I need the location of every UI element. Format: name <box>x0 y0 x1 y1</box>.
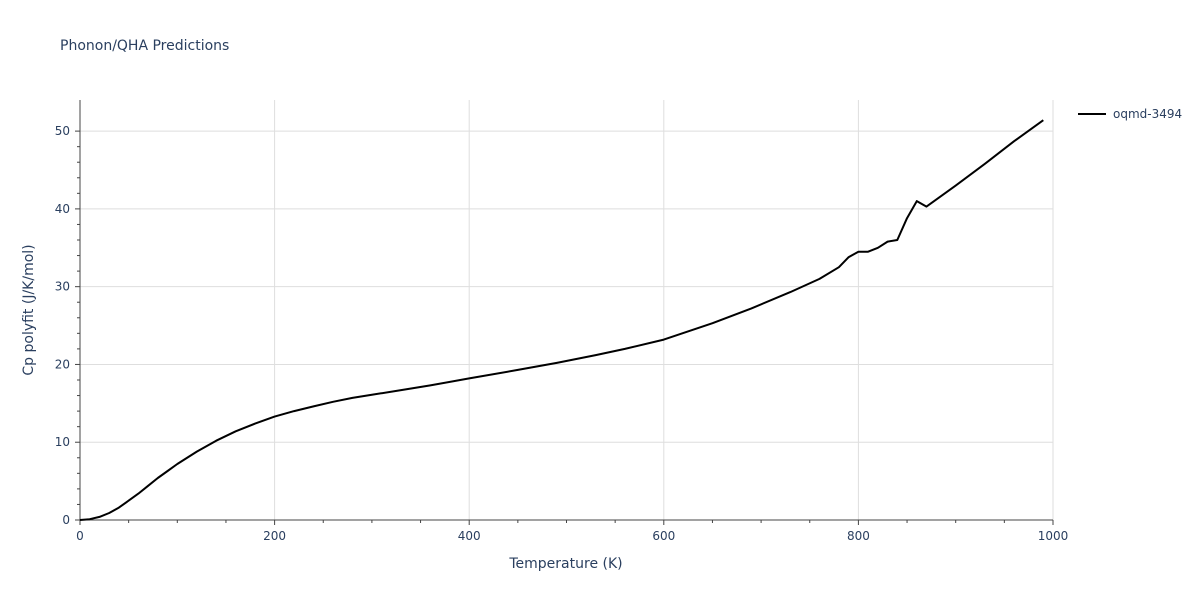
x-tick-label: 1000 <box>1038 529 1069 543</box>
x-tick-label: 600 <box>652 529 675 543</box>
axes: 0 200 400 600 800 1000 0 10 20 30 40 50 <box>55 100 1069 543</box>
y-tick-label: 40 <box>55 202 70 216</box>
chart-title: Phonon/QHA Predictions <box>60 38 229 54</box>
x-tick-label: 800 <box>847 529 870 543</box>
y-tick-label: 0 <box>62 513 70 527</box>
series-line-oqmd-3494[interactable] <box>79 119 1044 521</box>
y-axis-title: Cp polyfit (J/K/mol) <box>21 244 37 375</box>
legend-label-oqmd-3494: oqmd-3494 <box>1113 107 1182 121</box>
series-layer <box>79 119 1044 521</box>
x-tick-label: 0 <box>76 529 84 543</box>
legend[interactable]: oqmd-3494 <box>1078 107 1182 121</box>
y-tick-label: 20 <box>55 357 70 371</box>
y-tick-label: 30 <box>55 280 70 294</box>
y-tick-label: 10 <box>55 435 70 449</box>
x-tick-label: 200 <box>263 529 286 543</box>
x-tick-label: 400 <box>458 529 481 543</box>
y-tick-label: 50 <box>55 124 70 138</box>
grid-lines <box>80 100 1054 520</box>
x-axis-title: Temperature (K) <box>508 556 622 572</box>
